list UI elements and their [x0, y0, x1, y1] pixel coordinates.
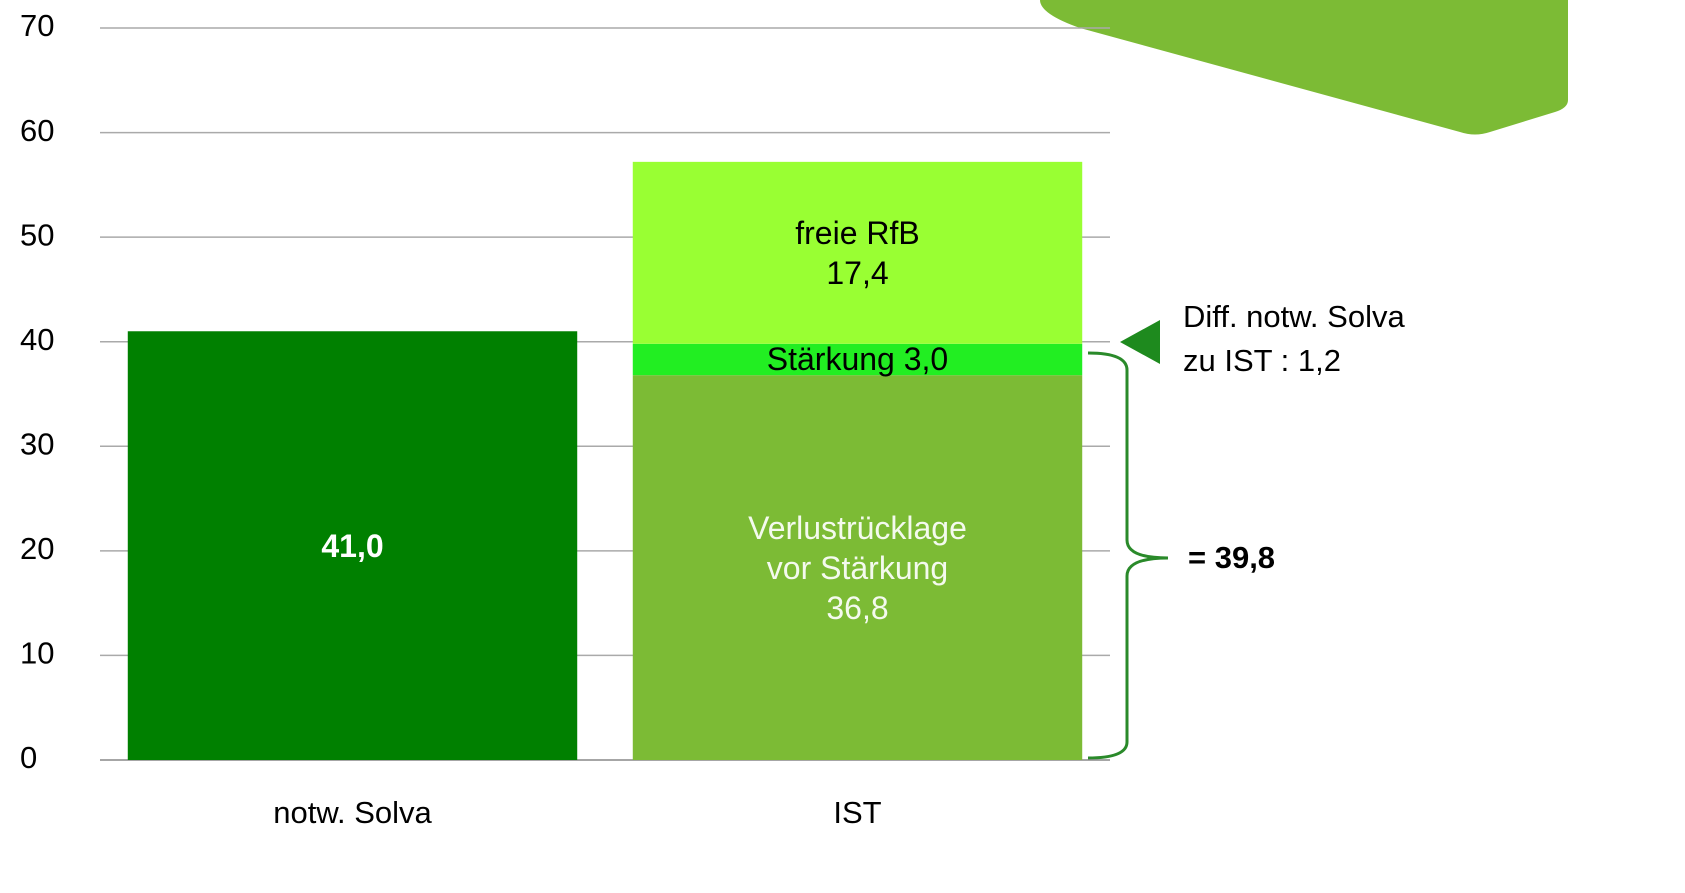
x-tick-label: IST [833, 795, 881, 830]
bar-label: Stärkung 3,0 [767, 339, 948, 379]
bar-label: freie RfB 17,4 [795, 213, 919, 293]
y-tick-label: 40 [20, 322, 54, 357]
segment-name: Verlustrücklage vor Stärkung [748, 509, 967, 586]
y-tick-label: 70 [20, 8, 54, 43]
bar-segment [632, 161, 1083, 344]
bar-segment [127, 331, 578, 760]
value-label: 36,8 [826, 589, 889, 626]
sum-annotation: = 39,8 [1188, 540, 1276, 575]
arrow-marker [1120, 320, 1160, 364]
bar-label: 41,0 [321, 526, 383, 566]
y-tick-label: 10 [20, 636, 54, 671]
value-label: 41,0 [321, 527, 384, 564]
value-label: 3,0 [903, 341, 949, 378]
segment-name: freie RfB [795, 214, 920, 251]
x-tick-label: notw. Solva [273, 795, 432, 830]
bar-segment [632, 343, 1083, 376]
y-tick-label: 20 [20, 531, 54, 566]
bar-segment [632, 375, 1083, 760]
y-tick-label: 60 [20, 113, 54, 148]
segment-name: Stärkung [766, 341, 895, 378]
y-tick-label: 30 [20, 426, 54, 461]
y-tick-label: 50 [20, 217, 54, 252]
value-label: 17,4 [826, 254, 889, 291]
diff-annotation: Diff. notw. Solva zu IST : 1,2 [1183, 299, 1405, 378]
bar-label: Verlustrücklage vor Stärkung 36,8 [723, 508, 993, 628]
brace [1087, 351, 1169, 760]
y-tick-label: 0 [20, 740, 37, 775]
decor-shape [1040, 0, 1568, 135]
